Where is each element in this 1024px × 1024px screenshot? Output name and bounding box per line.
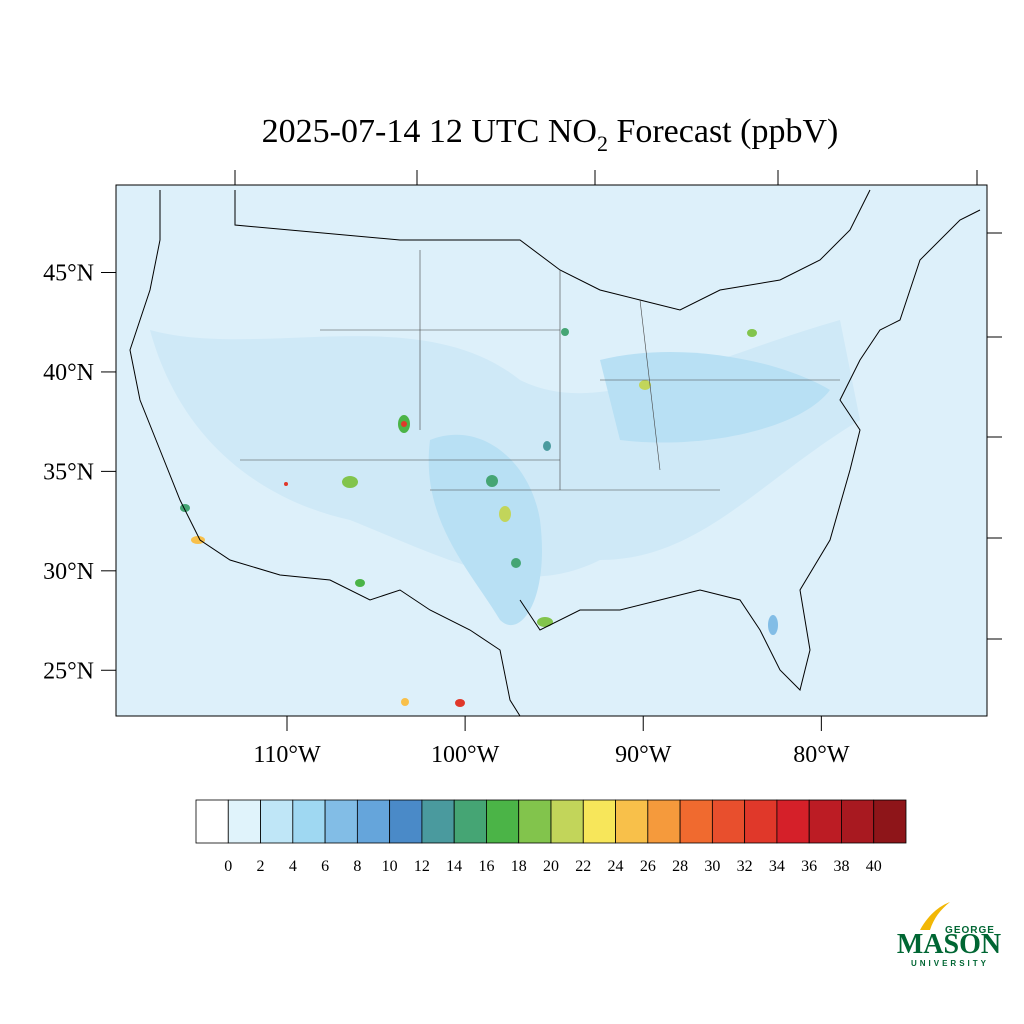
colorbar-label: 2 bbox=[257, 858, 265, 875]
lat-tick-label: 35°N bbox=[43, 459, 94, 485]
title-text: Forecast (ppbV) bbox=[608, 113, 838, 150]
hotspots bbox=[180, 328, 778, 707]
colorbar-label: 6 bbox=[321, 858, 329, 875]
lon-tick-label: 110°W bbox=[253, 742, 321, 768]
right-ticks bbox=[987, 232, 1002, 640]
colorbar-box bbox=[227, 799, 261, 844]
logo-main: MASON bbox=[897, 929, 1001, 960]
lat-tick-label: 40°N bbox=[43, 360, 94, 386]
colorbar-box bbox=[453, 799, 487, 844]
colorbar-box bbox=[518, 799, 552, 844]
colorbar-box bbox=[744, 799, 778, 844]
colorbar-box bbox=[711, 799, 746, 844]
colorbar-label: 40 bbox=[866, 858, 882, 875]
colorbar-box bbox=[260, 799, 294, 844]
lon-tick-label: 80°W bbox=[793, 742, 850, 768]
map-frame bbox=[115, 184, 988, 717]
colorbar-box bbox=[292, 799, 326, 844]
colorbar-box bbox=[615, 799, 649, 844]
colorbar-label: 0 bbox=[224, 858, 232, 875]
colorbar-box bbox=[324, 799, 358, 844]
title-subscript: 2 bbox=[597, 131, 608, 156]
colorbar-label: 36 bbox=[801, 858, 817, 875]
title: 2025-07-14 12 UTC NO2 Forecast (ppbV) bbox=[262, 113, 839, 156]
top-ticks bbox=[234, 170, 978, 185]
colorbar-label: 4 bbox=[289, 858, 297, 875]
colorbar-label: 32 bbox=[737, 858, 753, 875]
lat-tick-label: 45°N bbox=[43, 261, 94, 287]
map-area bbox=[115, 170, 1002, 717]
colorbar-box bbox=[873, 799, 907, 844]
logo-swoosh bbox=[920, 902, 950, 930]
colorbar-label: 38 bbox=[833, 858, 849, 875]
lon-tick-label: 100°W bbox=[431, 742, 500, 768]
colorbar-label: 22 bbox=[575, 858, 591, 875]
concentration-field bbox=[600, 351, 830, 443]
colorbar-label: 16 bbox=[478, 858, 494, 875]
concentration-field bbox=[428, 434, 542, 626]
colorbar-box bbox=[195, 799, 229, 844]
colorbar-box bbox=[776, 799, 810, 844]
lat-tick-label: 30°N bbox=[43, 559, 94, 585]
colorbar-label: 30 bbox=[704, 858, 720, 875]
colorbar-box bbox=[841, 799, 875, 844]
colorbar-box bbox=[679, 799, 713, 844]
colorbar-label: 14 bbox=[446, 858, 462, 875]
colorbar-label: 28 bbox=[672, 858, 688, 875]
colorbar-label: 18 bbox=[511, 858, 527, 875]
colorbar-box bbox=[582, 799, 616, 844]
logo-bottom: UNIVERSITY bbox=[911, 959, 989, 968]
colorbar-box bbox=[421, 799, 455, 844]
colorbar-box bbox=[808, 799, 842, 844]
logo: GEORGE MASON UNIVERSITY bbox=[897, 902, 1001, 968]
state-borders bbox=[240, 250, 840, 491]
colorbar-box bbox=[550, 799, 584, 844]
title-text: 2025-07-14 12 UTC NO bbox=[262, 113, 597, 150]
logo-top: GEORGE bbox=[945, 925, 995, 936]
colorbar-label: 26 bbox=[640, 858, 656, 875]
colorbar-label: 10 bbox=[382, 858, 398, 875]
colorbar-box bbox=[647, 799, 681, 844]
colorbar-label: 8 bbox=[353, 858, 361, 875]
colorbar-box bbox=[486, 799, 520, 844]
lat-tick-label: 25°N bbox=[43, 658, 94, 684]
colorbar-label: 12 bbox=[414, 858, 430, 875]
colorbar-label: 20 bbox=[543, 858, 559, 875]
colorbar-box bbox=[356, 799, 391, 844]
lon-tick-label: 90°W bbox=[615, 742, 672, 768]
colorbar-box bbox=[389, 799, 423, 844]
colorbar-label: 34 bbox=[769, 858, 785, 875]
colorbar-label: 24 bbox=[608, 858, 624, 875]
